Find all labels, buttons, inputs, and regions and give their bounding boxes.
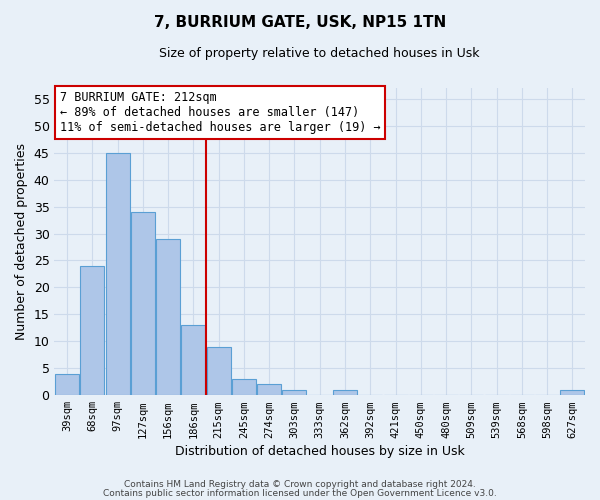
- Text: Contains HM Land Registry data © Crown copyright and database right 2024.: Contains HM Land Registry data © Crown c…: [124, 480, 476, 489]
- Bar: [80, 266, 104, 395]
- Bar: [181, 325, 205, 395]
- Text: 7, BURRIUM GATE, USK, NP15 1TN: 7, BURRIUM GATE, USK, NP15 1TN: [154, 15, 446, 30]
- X-axis label: Distribution of detached houses by size in Usk: Distribution of detached houses by size …: [175, 444, 464, 458]
- Text: Contains public sector information licensed under the Open Government Licence v3: Contains public sector information licen…: [103, 488, 497, 498]
- Bar: [283, 390, 307, 395]
- Bar: [131, 212, 155, 395]
- Bar: [206, 346, 230, 395]
- Y-axis label: Number of detached properties: Number of detached properties: [15, 143, 28, 340]
- Bar: [333, 390, 357, 395]
- Bar: [55, 374, 79, 395]
- Bar: [156, 239, 180, 395]
- Title: Size of property relative to detached houses in Usk: Size of property relative to detached ho…: [160, 48, 480, 60]
- Text: 7 BURRIUM GATE: 212sqm
← 89% of detached houses are smaller (147)
11% of semi-de: 7 BURRIUM GATE: 212sqm ← 89% of detached…: [60, 91, 380, 134]
- Bar: [560, 390, 584, 395]
- Bar: [232, 379, 256, 395]
- Bar: [106, 152, 130, 395]
- Bar: [257, 384, 281, 395]
